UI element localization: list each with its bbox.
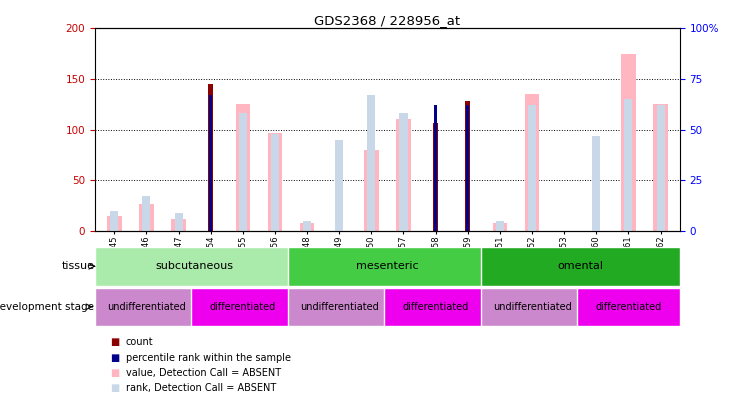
Bar <box>621 54 636 231</box>
Bar <box>300 223 314 231</box>
Text: value, Detection Call = ABSENT: value, Detection Call = ABSENT <box>126 368 281 378</box>
Bar <box>336 140 344 231</box>
Bar <box>288 247 487 286</box>
Bar <box>466 101 470 231</box>
Text: ■: ■ <box>110 368 119 378</box>
Bar <box>466 105 469 231</box>
Bar <box>139 203 154 231</box>
Bar <box>209 95 212 231</box>
Bar <box>268 133 282 231</box>
Bar <box>235 104 250 231</box>
Text: undifferentiated: undifferentiated <box>493 302 572 312</box>
Bar <box>364 150 379 231</box>
Bar <box>592 136 600 231</box>
Bar <box>656 105 664 231</box>
Text: count: count <box>126 337 154 347</box>
Text: undifferentiated: undifferentiated <box>300 302 379 312</box>
Text: undifferentiated: undifferentiated <box>107 302 186 312</box>
Bar <box>95 247 295 286</box>
Bar <box>577 288 680 326</box>
Bar <box>654 104 668 231</box>
Bar <box>399 113 407 231</box>
Text: rank, Detection Call = ABSENT: rank, Detection Call = ABSENT <box>126 384 276 393</box>
Bar <box>496 221 504 231</box>
Bar <box>434 105 437 231</box>
Text: development stage: development stage <box>0 302 94 312</box>
Text: tissue: tissue <box>61 261 94 271</box>
Bar <box>480 288 583 326</box>
Text: mesenteric: mesenteric <box>356 261 419 271</box>
Bar <box>143 196 151 231</box>
Text: ■: ■ <box>110 337 119 347</box>
Bar <box>368 95 376 231</box>
Text: differentiated: differentiated <box>210 302 276 312</box>
Bar <box>480 247 680 286</box>
Bar <box>303 221 311 231</box>
Bar <box>385 288 487 326</box>
Bar <box>528 105 536 231</box>
Bar <box>192 288 295 326</box>
Text: differentiated: differentiated <box>403 302 469 312</box>
Text: subcutaneous: subcutaneous <box>156 261 234 271</box>
Bar <box>624 99 632 231</box>
Bar <box>525 94 539 231</box>
Bar <box>271 134 279 231</box>
Bar <box>110 211 118 231</box>
Bar <box>433 122 438 231</box>
Text: omental: omental <box>557 261 603 271</box>
Bar <box>171 219 186 231</box>
Text: percentile rank within the sample: percentile rank within the sample <box>126 353 291 362</box>
Bar <box>288 288 390 326</box>
Bar <box>396 119 411 231</box>
Bar <box>175 213 183 231</box>
Text: ■: ■ <box>110 353 119 362</box>
Bar <box>208 84 213 231</box>
Bar <box>239 113 247 231</box>
Bar <box>95 288 198 326</box>
Bar <box>493 223 507 231</box>
Title: GDS2368 / 228956_at: GDS2368 / 228956_at <box>314 14 461 27</box>
Text: differentiated: differentiated <box>595 302 662 312</box>
Bar <box>107 215 121 231</box>
Text: ■: ■ <box>110 384 119 393</box>
